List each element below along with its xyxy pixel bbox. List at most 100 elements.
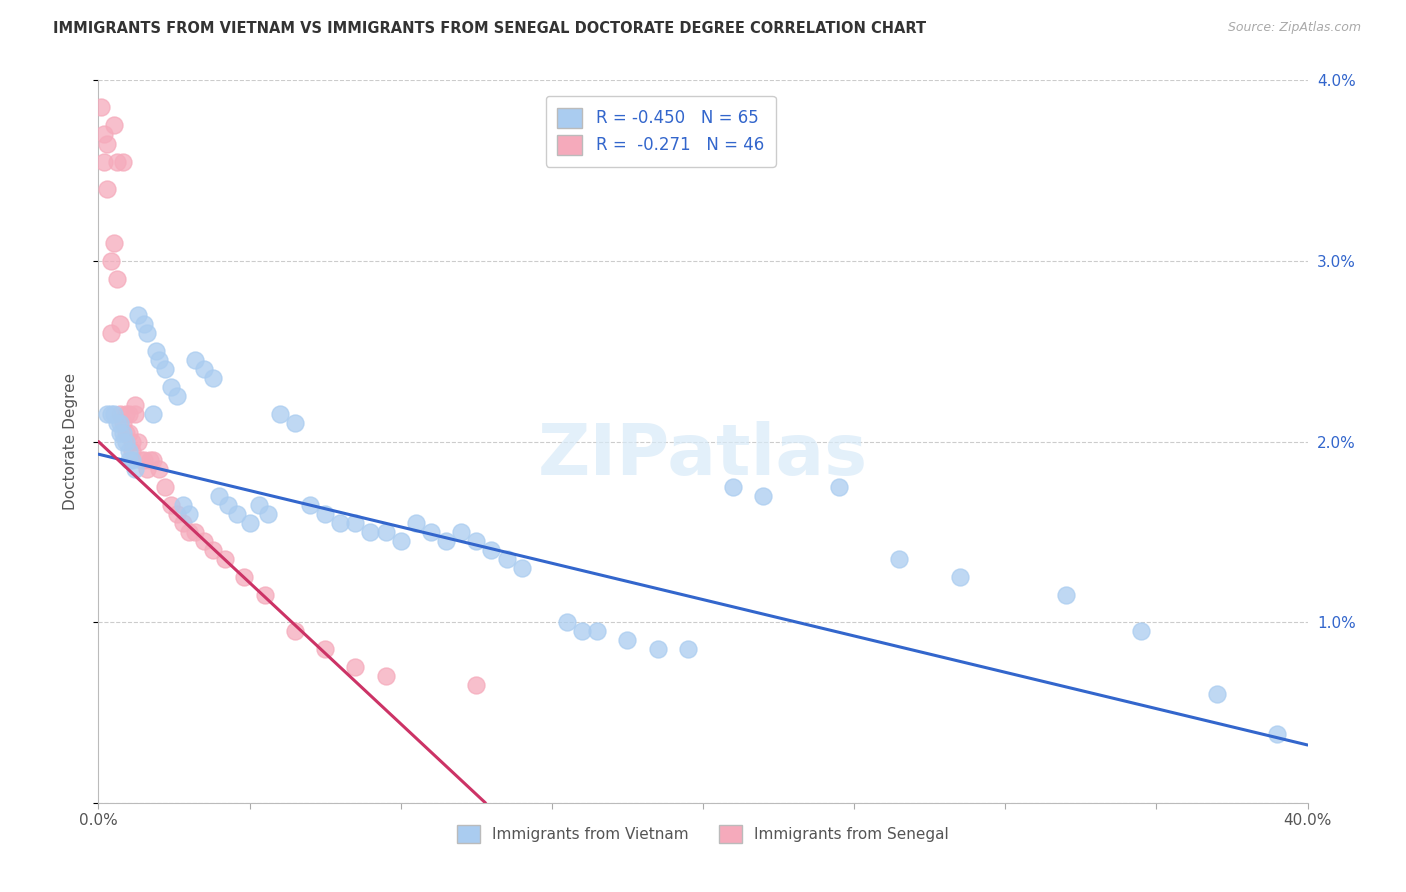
Point — [124, 461, 146, 475]
Point — [329, 516, 352, 530]
Point — [100, 408, 122, 422]
Point — [166, 507, 188, 521]
Point — [118, 443, 141, 458]
Point — [179, 507, 201, 521]
Point — [93, 154, 115, 169]
Point — [153, 480, 176, 494]
Text: ZIPatlas: ZIPatlas — [538, 422, 868, 491]
Point — [148, 461, 170, 475]
Point — [217, 498, 239, 512]
Point — [129, 452, 152, 467]
Point — [111, 425, 134, 440]
Point — [139, 452, 162, 467]
Point — [481, 542, 503, 557]
Point — [124, 398, 146, 412]
Point — [450, 524, 472, 539]
Point — [420, 524, 443, 539]
Point — [193, 533, 215, 548]
Point — [179, 524, 201, 539]
Point — [405, 516, 427, 530]
Point — [374, 669, 396, 683]
Point — [172, 516, 194, 530]
Point — [208, 489, 231, 503]
Point — [284, 417, 307, 431]
Point — [676, 642, 699, 657]
Point — [153, 362, 176, 376]
Point — [114, 434, 136, 449]
Point — [465, 533, 488, 548]
Point — [360, 524, 382, 539]
Point — [135, 461, 157, 475]
Point — [148, 353, 170, 368]
Point — [284, 624, 307, 639]
Point — [344, 516, 367, 530]
Legend: Immigrants from Vietnam, Immigrants from Senegal: Immigrants from Vietnam, Immigrants from… — [451, 819, 955, 849]
Point — [434, 533, 457, 548]
Point — [160, 498, 183, 512]
Point — [121, 443, 143, 458]
Point — [256, 507, 278, 521]
Point — [202, 371, 225, 385]
Point — [132, 317, 155, 331]
Point — [118, 408, 141, 422]
Point — [510, 561, 533, 575]
Point — [103, 408, 125, 422]
Point — [647, 642, 669, 657]
Point — [142, 408, 165, 422]
Point — [344, 660, 367, 674]
Point — [124, 408, 146, 422]
Point — [111, 154, 134, 169]
Point — [1267, 727, 1289, 741]
Point — [118, 425, 141, 440]
Point — [118, 452, 141, 467]
Text: IMMIGRANTS FROM VIETNAM VS IMMIGRANTS FROM SENEGAL DOCTORATE DEGREE CORRELATION : IMMIGRANTS FROM VIETNAM VS IMMIGRANTS FR… — [53, 21, 927, 37]
Point — [103, 235, 125, 250]
Point — [142, 452, 165, 467]
Point — [616, 633, 638, 648]
Point — [299, 498, 322, 512]
Point — [202, 542, 225, 557]
Point — [114, 408, 136, 422]
Point — [121, 452, 143, 467]
Point — [1206, 687, 1229, 701]
Point — [247, 498, 270, 512]
Point — [103, 119, 125, 133]
Point — [166, 389, 188, 403]
Point — [889, 552, 911, 566]
Point — [214, 552, 236, 566]
Point — [132, 452, 155, 467]
Point — [105, 272, 128, 286]
Point — [111, 417, 134, 431]
Point — [389, 533, 412, 548]
Point — [374, 524, 396, 539]
Point — [555, 615, 578, 630]
Point — [1054, 588, 1077, 602]
Point — [314, 507, 336, 521]
Point — [127, 434, 149, 449]
Point — [108, 417, 131, 431]
Point — [253, 588, 276, 602]
Y-axis label: Doctorate Degree: Doctorate Degree — [63, 373, 77, 510]
Point — [105, 417, 128, 431]
Point — [100, 326, 122, 340]
Point — [495, 552, 517, 566]
Text: Source: ZipAtlas.com: Source: ZipAtlas.com — [1227, 21, 1361, 35]
Point — [135, 326, 157, 340]
Point — [184, 524, 207, 539]
Point — [93, 128, 115, 142]
Point — [239, 516, 262, 530]
Point — [111, 434, 134, 449]
Point — [314, 642, 336, 657]
Point — [96, 408, 118, 422]
Point — [127, 308, 149, 322]
Point — [108, 425, 131, 440]
Point — [160, 380, 183, 394]
Point — [571, 624, 593, 639]
Point — [828, 480, 851, 494]
Point — [184, 353, 207, 368]
Point — [226, 507, 249, 521]
Point — [465, 678, 488, 692]
Point — [145, 344, 167, 359]
Point — [193, 362, 215, 376]
Point — [105, 154, 128, 169]
